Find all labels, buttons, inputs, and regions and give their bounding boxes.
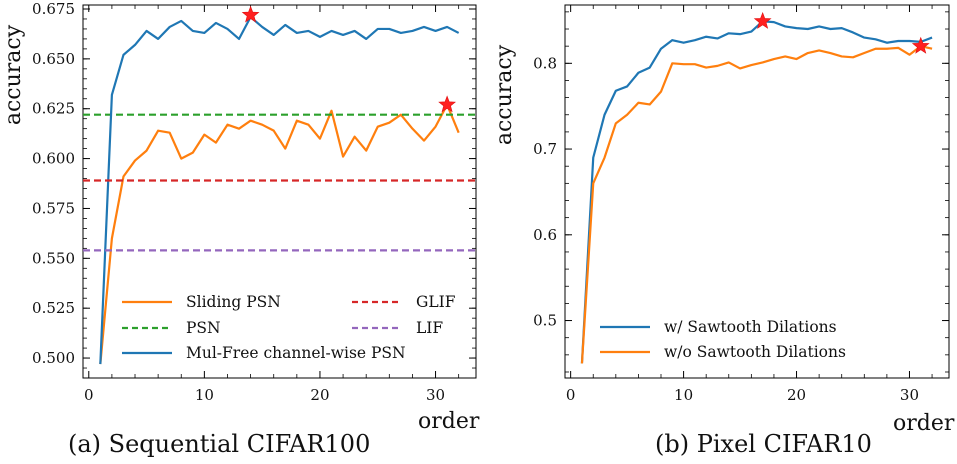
y-axis-label: accuracy	[1, 24, 26, 125]
legend-label-with-sawtooth: w/ Sawtooth Dilations	[664, 318, 837, 336]
panel-caption: (a) Sequential CIFAR100	[68, 430, 370, 458]
x-tick-label: 0	[566, 386, 576, 404]
y-tick-label: 0.575	[32, 199, 75, 217]
plot-frame	[82, 4, 477, 379]
y-tick-label: 0.550	[32, 249, 75, 267]
legend: w/ Sawtooth Dilations w/o Sawtooth Dilat…	[600, 318, 846, 361]
series-line-sliding-psn	[99, 103, 460, 365]
series-layer	[83, 15, 476, 365]
series-line-mul-free-channel-wise-psn	[99, 15, 460, 365]
x-tick-label: 20	[787, 386, 806, 404]
x-axis-label: order	[893, 411, 955, 436]
axis-ticks: 0 10 20 30 0.500 0.525 0.550 0.575 0.600 0.625 0.6…	[32, 0, 476, 404]
legend-label-lif: LIF	[416, 319, 443, 337]
legend-label-glif: GLIF	[416, 293, 456, 311]
x-tick-label: 10	[674, 386, 693, 404]
y-tick-label: 0.650	[32, 50, 75, 68]
y-tick-label: 0.675	[32, 0, 75, 18]
series-line-w-sawtooth-dilations	[580, 20, 933, 364]
x-tick-label: 30	[426, 386, 445, 404]
y-tick-label: 0.525	[32, 299, 75, 317]
legend-label-without-sawtooth: w/o Sawtooth Dilations	[664, 343, 846, 361]
series-layer	[580, 20, 933, 364]
series-line-w-o-sawtooth-dilations	[580, 45, 933, 364]
legend-label-sliding-psn: Sliding PSN	[186, 293, 281, 311]
axis-ticks: 0 10 20 30 0.5 0.6 0.7 0.8	[533, 5, 949, 404]
panel-caption: (b) Pixel CIFAR10	[655, 430, 872, 458]
panel-sequential-cifar100: 0 10 20 30 0.500 0.525 0.550 0.575 0.600 0.625 0.6…	[1, 0, 480, 458]
marker-layer	[241, 5, 456, 113]
x-tick-label: 20	[310, 386, 329, 404]
legend: Sliding PSN PSN Mul-Free channel-wise PS…	[122, 293, 456, 362]
best-accuracy-star-marker	[438, 95, 456, 113]
x-tick-label: 0	[84, 386, 94, 404]
legend-label-psn: PSN	[186, 319, 221, 337]
best-accuracy-star-marker	[753, 11, 772, 29]
y-tick-label: 0.8	[533, 54, 557, 72]
y-tick-label: 0.7	[533, 140, 557, 158]
plot-frame	[564, 4, 950, 379]
panel-pixel-cifar10: 0 10 20 30 0.5 0.6 0.7 0.8 accuracy order (b) P…	[492, 4, 955, 458]
legend-label-mul-free: Mul-Free channel-wise PSN	[186, 344, 406, 362]
y-axis-label: accuracy	[492, 44, 517, 145]
y-tick-label: 0.625	[32, 100, 75, 118]
y-tick-label: 0.6	[533, 226, 557, 244]
x-tick-label: 30	[900, 386, 919, 404]
marker-layer	[753, 11, 930, 54]
best-accuracy-star-marker	[911, 36, 930, 54]
y-tick-label: 0.5	[533, 312, 557, 330]
x-axis-label: order	[418, 409, 480, 434]
y-tick-label: 0.500	[32, 349, 75, 367]
best-accuracy-star-marker	[241, 5, 260, 23]
y-tick-label: 0.600	[32, 150, 75, 168]
x-tick-label: 10	[195, 386, 214, 404]
